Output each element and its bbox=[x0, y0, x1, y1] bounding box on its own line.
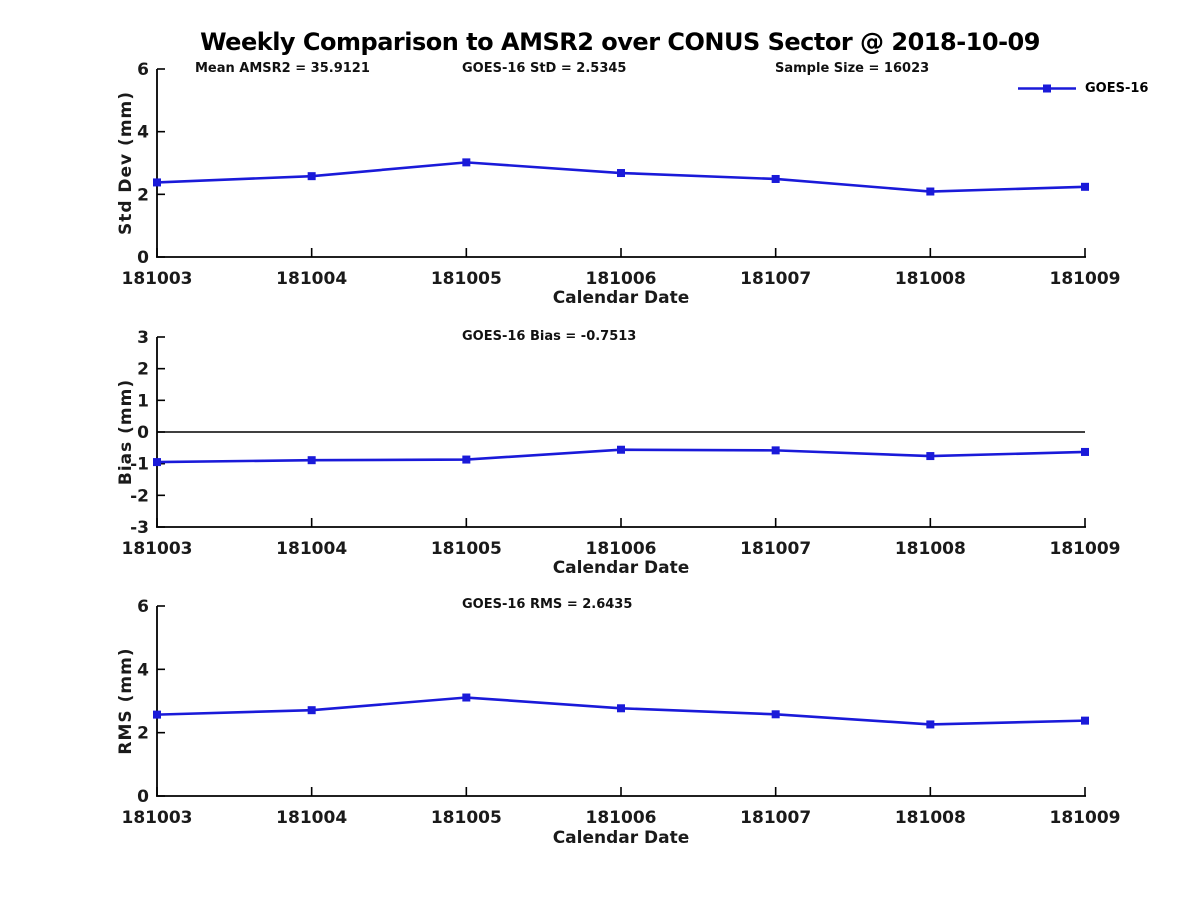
data-point-marker bbox=[153, 710, 161, 719]
x-tick-label: 181007 bbox=[740, 269, 811, 289]
y-tick-label: 0 bbox=[137, 787, 149, 807]
y-tick-label: 6 bbox=[137, 60, 149, 80]
annotation-sample-size: Sample Size = 16023 bbox=[775, 61, 930, 76]
y-tick-label: 0 bbox=[137, 248, 149, 268]
x-tick-label: 181005 bbox=[431, 808, 502, 828]
data-point-marker bbox=[462, 158, 471, 167]
data-point-marker bbox=[771, 446, 780, 455]
y-tick-label: 6 bbox=[137, 597, 149, 617]
y-tick-label: 2 bbox=[137, 724, 149, 744]
x-axis-label-bias: Calendar Date bbox=[552, 558, 690, 578]
x-tick-label: 181007 bbox=[740, 539, 811, 559]
x-axis-label-stddev: Calendar Date bbox=[552, 288, 690, 308]
data-point-marker bbox=[1081, 716, 1089, 725]
x-tick-label: 181005 bbox=[431, 269, 502, 289]
x-tick-label: 181009 bbox=[1050, 808, 1121, 828]
x-tick-label: 181003 bbox=[122, 808, 193, 828]
x-tick-label: 181009 bbox=[1050, 539, 1121, 559]
data-point-marker bbox=[462, 693, 471, 702]
y-tick-label: 3 bbox=[137, 328, 149, 348]
annotation-goes16-rms: GOES-16 RMS = 2.6435 bbox=[462, 597, 633, 612]
y-tick-label: 4 bbox=[137, 123, 149, 143]
y-tick-label: 4 bbox=[137, 660, 149, 680]
data-point-marker bbox=[307, 172, 316, 181]
data-point-marker bbox=[307, 456, 316, 465]
x-axis-label-rms: Calendar Date bbox=[552, 828, 690, 848]
x-tick-label: 181003 bbox=[122, 269, 193, 289]
data-point-marker bbox=[617, 169, 625, 178]
y-tick-label: 2 bbox=[137, 360, 149, 380]
data-point-marker bbox=[617, 704, 625, 713]
data-point-marker bbox=[926, 720, 935, 729]
y-tick-label: 2 bbox=[137, 185, 149, 205]
y-tick-label: -1 bbox=[130, 455, 149, 475]
y-axis-label-rms: RMS (mm) bbox=[116, 647, 136, 755]
x-tick-label: 181005 bbox=[431, 539, 502, 559]
x-tick-label: 181008 bbox=[895, 539, 966, 559]
data-point-marker bbox=[153, 178, 161, 187]
x-tick-label: 181008 bbox=[895, 808, 966, 828]
legend-line-sample-icon bbox=[1018, 84, 1076, 93]
annotation-mean-amsr2: Mean AMSR2 = 35.9121 bbox=[195, 61, 370, 76]
x-tick-label: 181009 bbox=[1050, 269, 1121, 289]
x-tick-label: 181008 bbox=[895, 269, 966, 289]
data-point-marker bbox=[771, 174, 780, 183]
data-point-marker bbox=[307, 706, 316, 715]
x-tick-label: 181006 bbox=[586, 539, 657, 559]
data-point-marker bbox=[153, 458, 161, 467]
y-axis-label-stddev: Std Dev (mm) bbox=[116, 90, 136, 236]
legend: GOES-16 bbox=[1016, 81, 1148, 96]
x-tick-label: 181003 bbox=[122, 539, 193, 559]
data-point-marker bbox=[926, 452, 935, 461]
y-tick-label: -3 bbox=[130, 518, 149, 538]
x-tick-label: 181004 bbox=[276, 269, 347, 289]
x-tick-label: 181007 bbox=[740, 808, 811, 828]
x-tick-label: 181004 bbox=[276, 808, 347, 828]
data-point-marker bbox=[926, 187, 935, 196]
y-axis-label-bias: Bias (mm) bbox=[116, 378, 136, 486]
x-tick-label: 181004 bbox=[276, 539, 347, 559]
y-tick-label: 1 bbox=[137, 391, 149, 411]
y-tick-label: 0 bbox=[137, 423, 149, 443]
chart-title: Weekly Comparison to AMSR2 over CONUS Se… bbox=[200, 28, 1040, 56]
data-point-marker bbox=[617, 445, 625, 454]
data-point-marker bbox=[771, 710, 780, 719]
x-tick-label: 181006 bbox=[586, 269, 657, 289]
data-point-marker bbox=[1081, 182, 1089, 191]
data-point-marker bbox=[462, 455, 471, 464]
data-point-marker bbox=[1081, 447, 1089, 456]
legend-label: GOES-16 bbox=[1085, 81, 1149, 96]
annotation-goes16-std: GOES-16 StD = 2.5345 bbox=[462, 61, 627, 76]
annotation-goes16-bias: GOES-16 Bias = -0.7513 bbox=[462, 329, 637, 344]
y-tick-label: -2 bbox=[130, 486, 149, 506]
x-tick-label: 181006 bbox=[586, 808, 657, 828]
